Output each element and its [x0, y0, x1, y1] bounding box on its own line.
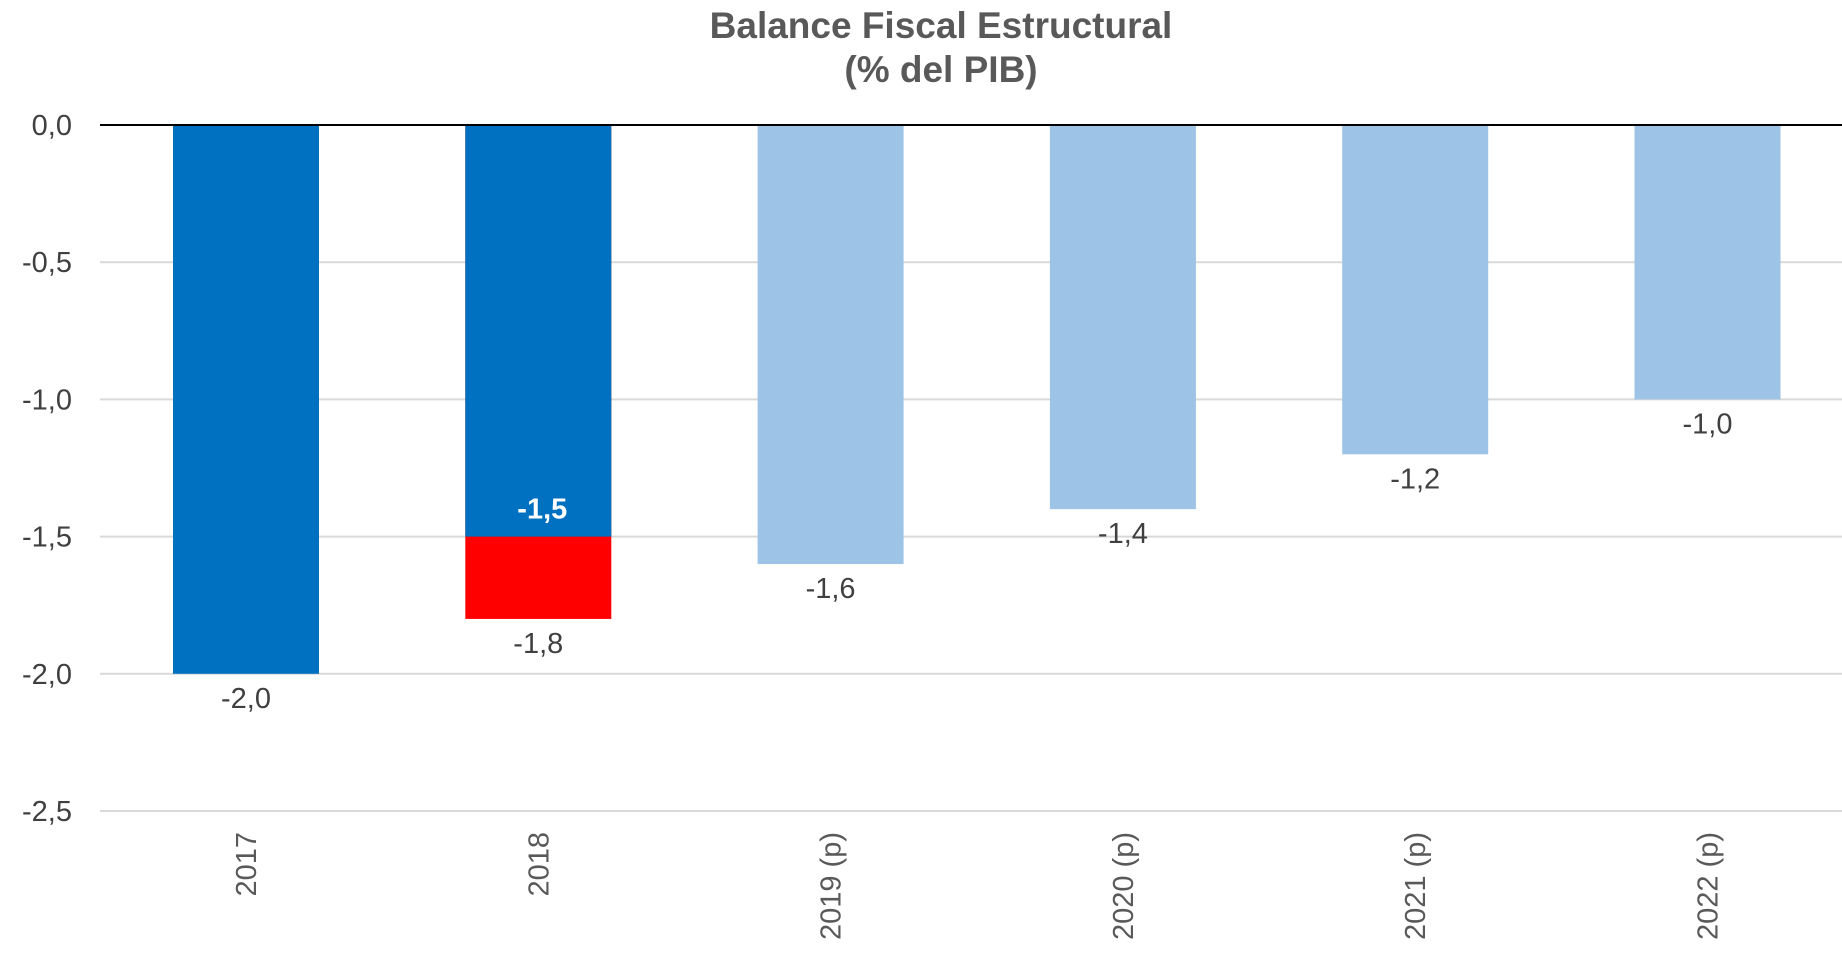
bar — [173, 125, 319, 674]
y-tick-label: 0,0 — [32, 110, 72, 142]
data-label: -1,0 — [1683, 408, 1733, 440]
data-labels: -2,0 -1,8 -1,6 -1,4 -1,2 -1,0 -1,5 — [221, 408, 1732, 714]
overlay-data-label: -1,5 — [517, 494, 567, 526]
data-label: -2,0 — [221, 683, 271, 715]
gridlines — [100, 261, 1842, 812]
chart-title-line-1: Balance Fiscal Estructural — [710, 5, 1173, 46]
x-tick-label: 2018 — [523, 832, 555, 897]
bar — [1049, 125, 1196, 510]
x-axis-tick-labels: 2017 2018 2019 (p) 2020 (p) 2021 (p) 2022 (p) — [231, 832, 1725, 940]
data-label: -1,4 — [1098, 518, 1148, 550]
bar — [757, 125, 904, 565]
y-tick-label: -2,5 — [22, 796, 72, 828]
x-tick-label: 2017 — [231, 832, 263, 897]
y-tick-label: -0,5 — [22, 247, 72, 279]
x-tick-label: 2021 (p) — [1400, 832, 1432, 940]
x-tick-label: 2019 (p) — [816, 832, 848, 940]
y-tick-label: -1,0 — [22, 384, 72, 416]
overlay-bar — [465, 125, 612, 537]
x-tick-label: 2020 (p) — [1108, 832, 1140, 940]
data-label: -1,8 — [513, 628, 563, 660]
y-axis-tick-labels: 0,0 -0,5 -1,0 -1,5 -2,0 -2,5 — [22, 110, 72, 828]
data-label: -1,2 — [1390, 463, 1440, 495]
data-label: -1,6 — [806, 573, 856, 605]
bar — [1342, 125, 1489, 455]
bar — [1634, 125, 1781, 400]
x-tick-label: 2022 (p) — [1693, 832, 1725, 940]
y-tick-label: -1,5 — [22, 522, 72, 554]
chart-title-line-2: (% del PIB) — [844, 49, 1037, 90]
bars — [173, 125, 1781, 674]
y-tick-label: -2,0 — [22, 659, 72, 691]
